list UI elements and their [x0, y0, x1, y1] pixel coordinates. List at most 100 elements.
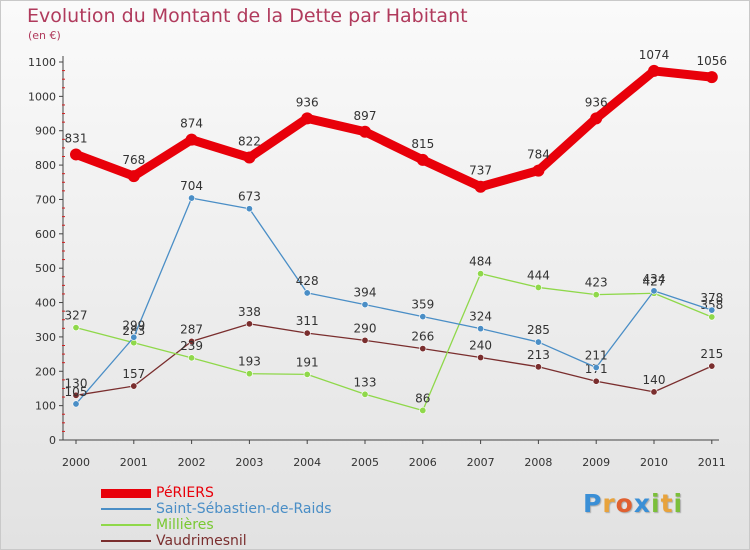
- x-tick-label: 2011: [698, 456, 726, 469]
- data-label: 768: [122, 153, 145, 167]
- data-label: 737: [469, 164, 492, 178]
- legend-swatch: [101, 540, 151, 542]
- data-label: 140: [643, 373, 666, 387]
- series-vaudrimesnil: 130157287338311290266240213171140215: [65, 305, 723, 399]
- y-tick-label: 100: [35, 400, 56, 413]
- data-point: [708, 306, 716, 314]
- legend-swatch: [101, 488, 151, 498]
- data-label: 378: [700, 291, 723, 305]
- y-tick-label: 1000: [28, 90, 56, 103]
- data-label: 484: [469, 255, 492, 269]
- data-point: [534, 283, 542, 291]
- data-label: 874: [180, 117, 203, 131]
- data-point: [245, 205, 253, 213]
- data-label: 283: [122, 324, 145, 338]
- data-point: [648, 64, 660, 77]
- data-point: [416, 153, 429, 166]
- data-point: [361, 301, 369, 309]
- legend-label: Saint-Sébastien-de-Raids: [156, 501, 332, 517]
- data-point: [188, 194, 196, 202]
- data-point: [72, 391, 80, 399]
- data-label: 240: [469, 339, 492, 353]
- data-point: [359, 125, 371, 138]
- data-label: 1074: [639, 48, 670, 62]
- data-point: [188, 337, 196, 345]
- data-label: 213: [527, 348, 550, 362]
- legend-swatch: [101, 524, 151, 526]
- logo-letter: x: [633, 489, 651, 518]
- data-label: 285: [527, 323, 550, 337]
- data-point: [72, 400, 80, 408]
- data-label: 434: [643, 272, 666, 286]
- y-tick-label: 400: [35, 297, 56, 310]
- x-tick-label: 2010: [640, 456, 668, 469]
- data-label: 193: [238, 355, 261, 369]
- chart-subtitle: (en €): [28, 29, 61, 42]
- data-point: [708, 313, 716, 321]
- y-tick-label: 900: [35, 125, 56, 138]
- data-label: 897: [354, 109, 377, 123]
- data-label: 86: [415, 391, 430, 405]
- data-point: [243, 151, 256, 164]
- x-tick-label: 2000: [62, 456, 90, 469]
- data-point: [70, 148, 82, 161]
- legend-label: Vaudrimesnil: [156, 533, 247, 549]
- y-tick-label: 600: [35, 228, 56, 241]
- data-label: 311: [296, 314, 319, 328]
- x-tick-label: 2006: [409, 456, 437, 469]
- data-point: [303, 329, 311, 337]
- logo-letter: o: [615, 489, 634, 518]
- series-line: [71, 66, 717, 192]
- data-point: [303, 289, 311, 297]
- data-label: 815: [411, 137, 434, 151]
- data-label: 1056: [697, 54, 728, 68]
- data-label: 822: [238, 135, 261, 149]
- data-point: [245, 320, 253, 328]
- data-point: [592, 363, 600, 371]
- x-tick-label: 2005: [351, 456, 379, 469]
- data-point: [650, 388, 658, 396]
- x-tick-label: 2009: [582, 456, 610, 469]
- data-point: [708, 362, 716, 370]
- data-point: [419, 406, 427, 414]
- data-point: [650, 287, 658, 295]
- legend-label: Millières: [156, 517, 214, 533]
- data-label: 327: [65, 309, 88, 323]
- data-point: [534, 338, 542, 346]
- data-point: [361, 336, 369, 344]
- data-point: [477, 354, 485, 362]
- logo-letter: P: [583, 489, 603, 518]
- x-tick-label: 2008: [524, 456, 552, 469]
- data-label: 338: [238, 305, 261, 319]
- logo-letter: i: [651, 489, 661, 518]
- data-label: 133: [354, 375, 377, 389]
- data-label: 287: [180, 322, 203, 336]
- data-point: [705, 71, 718, 84]
- series-line: [75, 273, 713, 412]
- data-label: 831: [65, 131, 88, 145]
- data-label: 428: [296, 274, 319, 288]
- data-label: 239: [180, 339, 203, 353]
- legend-label: PéRIERS: [156, 485, 214, 501]
- data-point: [72, 324, 80, 332]
- data-point: [419, 345, 427, 353]
- data-point: [592, 291, 600, 299]
- data-label: 130: [65, 376, 88, 390]
- data-point: [130, 333, 138, 341]
- data-point: [245, 370, 253, 378]
- data-point: [534, 363, 542, 371]
- y-tick-label: 800: [35, 159, 56, 172]
- x-tick-label: 2007: [467, 456, 495, 469]
- series-p-riers: 831 768 874 822 936 897 815 737 784 936 1074 1056: [65, 48, 728, 193]
- x-tick-label: 2004: [293, 456, 321, 469]
- data-point: [361, 390, 369, 398]
- data-point: [477, 270, 485, 278]
- y-tick-label: 300: [35, 331, 56, 344]
- data-label: 324: [469, 310, 492, 324]
- data-point: [474, 180, 487, 193]
- data-label: 673: [238, 190, 261, 204]
- data-point: [592, 377, 600, 385]
- data-label: 359: [411, 298, 434, 312]
- data-label: 191: [296, 355, 319, 369]
